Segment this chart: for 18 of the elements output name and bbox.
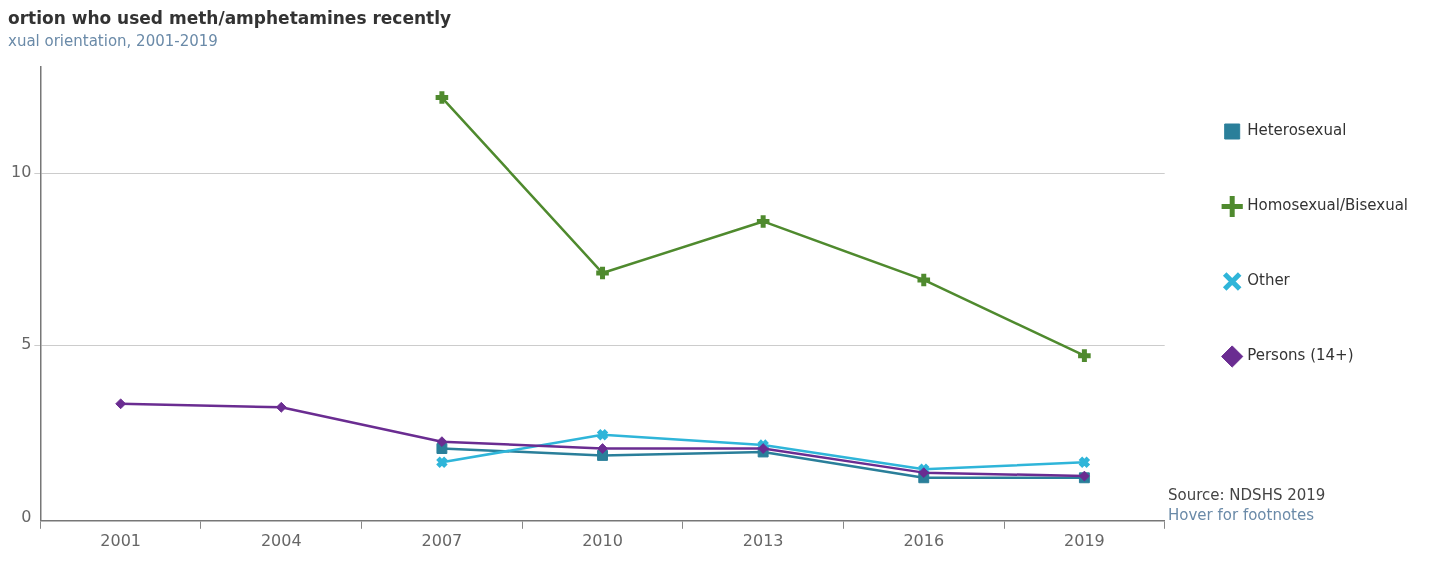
x-tick-label: 2001	[100, 530, 142, 550]
legend-label: Heterosexual	[1247, 121, 1347, 140]
x-tick-label: 2016	[903, 530, 945, 550]
text: Hover for footnotes	[1168, 506, 1315, 524]
x-tick-label: 2013	[742, 530, 784, 550]
x-tick-label: 2019	[1064, 530, 1105, 550]
chart-title: ortion who used meth/amphetamines recently	[8, 8, 453, 28]
y-tick-label: 0	[21, 506, 32, 526]
chart-subtitle: xual orientation, 2001-2019	[8, 32, 219, 50]
legend-label: Other	[1247, 271, 1291, 290]
legend-label: Homosexual/Bisexual	[1247, 196, 1409, 215]
legend-label: Persons (14+)	[1247, 346, 1354, 365]
y-tick-label: 10	[11, 162, 32, 182]
x-tick-label: 2004	[260, 530, 302, 550]
source-note: Source: NDSHS 2019	[1168, 486, 1326, 504]
y-tick-label: 5	[21, 334, 32, 354]
x-tick-label: 2007	[421, 530, 463, 550]
x-tick-label: 2010	[582, 530, 623, 550]
